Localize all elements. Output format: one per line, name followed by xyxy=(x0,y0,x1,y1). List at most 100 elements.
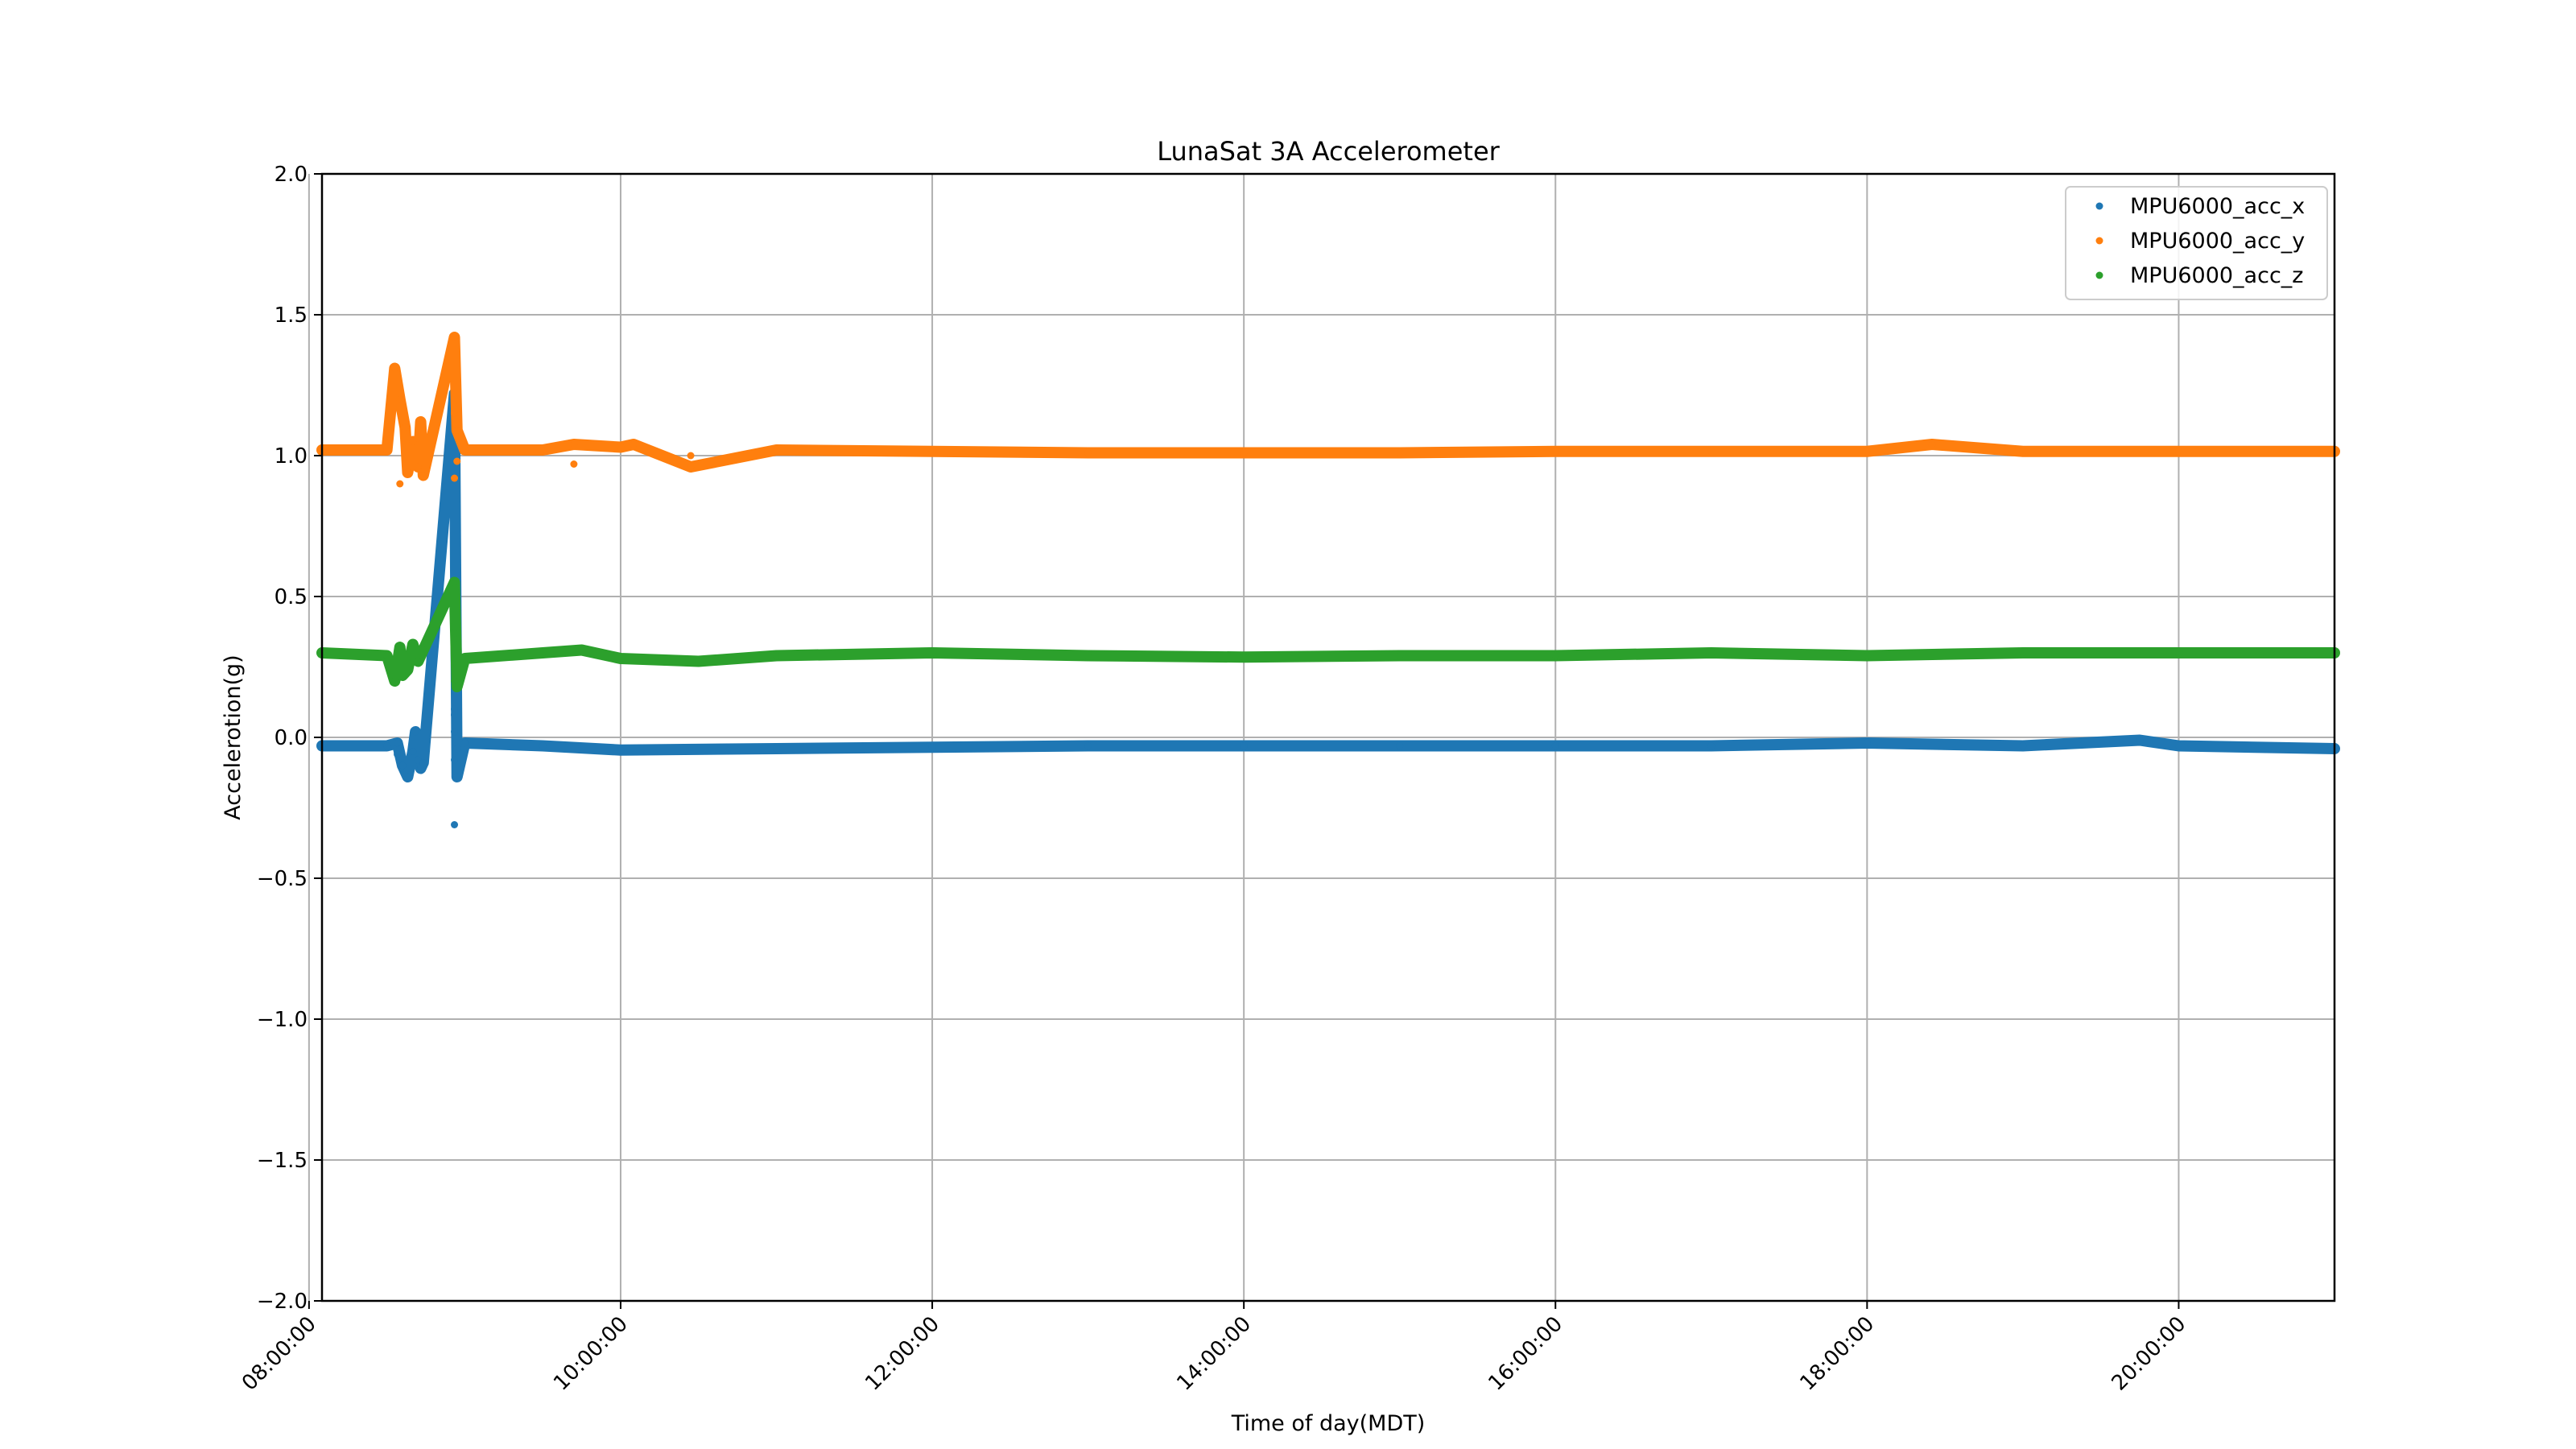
data-point xyxy=(1928,440,1936,448)
data-point xyxy=(394,739,402,747)
data-point xyxy=(453,660,461,668)
data-point xyxy=(773,652,781,659)
data-point xyxy=(630,440,638,448)
data-point xyxy=(451,630,459,637)
data-point xyxy=(396,643,404,651)
data-point xyxy=(411,728,419,736)
y-tick-label: 2.0 xyxy=(275,163,308,187)
data-point xyxy=(460,739,469,747)
legend-box xyxy=(2065,186,2328,300)
data-point xyxy=(396,480,404,488)
y-tick-label: 1.0 xyxy=(275,444,308,469)
data-point xyxy=(2174,649,2182,657)
data-point xyxy=(396,395,404,403)
y-tick-label: 0.5 xyxy=(275,585,308,609)
data-point xyxy=(390,677,398,685)
data-point xyxy=(1707,742,1715,749)
data-point xyxy=(928,448,936,456)
data-point xyxy=(414,463,422,471)
data-point xyxy=(417,765,425,772)
series-MPU6000_acc_z xyxy=(316,576,2340,692)
data-point xyxy=(383,652,391,659)
data-point xyxy=(409,641,417,648)
data-point xyxy=(773,745,781,753)
y-tick-label: −0.5 xyxy=(257,867,308,891)
data-point xyxy=(2019,649,2027,657)
data-point xyxy=(401,423,409,431)
y-tick-label: −1.0 xyxy=(257,1008,308,1032)
data-point xyxy=(451,821,459,828)
data-point xyxy=(414,658,422,665)
plot-points xyxy=(316,332,2340,828)
x-axis-label: Time of day(MDT) xyxy=(1231,1411,1426,1436)
y-tick-label: 1.5 xyxy=(275,303,308,328)
data-point xyxy=(419,759,427,766)
data-point xyxy=(394,750,402,758)
y-tick-label: 0.0 xyxy=(275,726,308,750)
data-point xyxy=(1863,739,1871,747)
legend: MPU6000_acc_x MPU6000_acc_y MPU6000_acc_z xyxy=(2065,186,2328,300)
data-point xyxy=(617,444,625,451)
data-point xyxy=(451,711,459,719)
data-point xyxy=(2019,448,2027,456)
data-point xyxy=(1240,449,1248,456)
data-point xyxy=(570,460,578,468)
data-point xyxy=(453,683,461,691)
data-point xyxy=(383,742,391,749)
data-point xyxy=(451,579,459,586)
data-point xyxy=(773,446,781,454)
data-point xyxy=(453,457,461,465)
legend-label: MPU6000_acc_x xyxy=(2130,194,2305,219)
data-point xyxy=(1551,652,1559,659)
data-point xyxy=(539,446,547,454)
data-point xyxy=(2174,448,2182,456)
data-point xyxy=(2136,737,2144,744)
y-tick-label: −2.0 xyxy=(257,1290,308,1314)
data-point xyxy=(617,654,625,663)
chart-title: LunaSat 3A Accelerometer xyxy=(1157,136,1500,167)
data-point xyxy=(1084,742,1092,749)
data-point xyxy=(1707,448,1715,456)
data-point xyxy=(695,658,703,665)
data-point xyxy=(687,463,695,471)
data-point xyxy=(570,440,578,448)
data-point xyxy=(451,677,459,685)
data-point xyxy=(390,365,398,372)
data-point xyxy=(539,742,547,749)
data-point xyxy=(460,654,469,663)
data-point xyxy=(539,649,547,657)
data-point xyxy=(398,671,407,679)
data-point xyxy=(578,646,586,654)
data-point xyxy=(1551,742,1559,749)
data-point xyxy=(2019,742,2027,749)
data-point xyxy=(409,748,417,755)
legend-label: MPU6000_acc_z xyxy=(2130,263,2303,288)
data-point xyxy=(451,410,459,417)
data-point xyxy=(1863,652,1871,659)
data-point xyxy=(687,452,695,460)
data-point xyxy=(1707,649,1715,657)
data-point xyxy=(409,438,417,445)
data-point xyxy=(451,333,459,341)
y-axis-label: Accelerotion(g) xyxy=(221,654,246,819)
data-point xyxy=(453,427,461,434)
data-point xyxy=(451,474,459,482)
data-point xyxy=(1084,652,1092,659)
data-point xyxy=(451,705,459,713)
data-point xyxy=(1863,448,1871,456)
data-point xyxy=(1240,653,1248,661)
data-point xyxy=(928,743,936,751)
y-tick-label: −1.5 xyxy=(257,1149,308,1173)
data-point xyxy=(403,469,411,477)
data-point xyxy=(1084,449,1092,456)
data-point xyxy=(383,446,391,454)
legend-label: MPU6000_acc_y xyxy=(2130,229,2305,254)
series-band xyxy=(316,332,2340,481)
data-point xyxy=(1396,449,1404,456)
data-point xyxy=(1396,652,1404,659)
data-point xyxy=(2174,742,2182,749)
data-point xyxy=(403,666,411,674)
data-point xyxy=(417,418,425,426)
legend-marker xyxy=(2095,202,2103,210)
